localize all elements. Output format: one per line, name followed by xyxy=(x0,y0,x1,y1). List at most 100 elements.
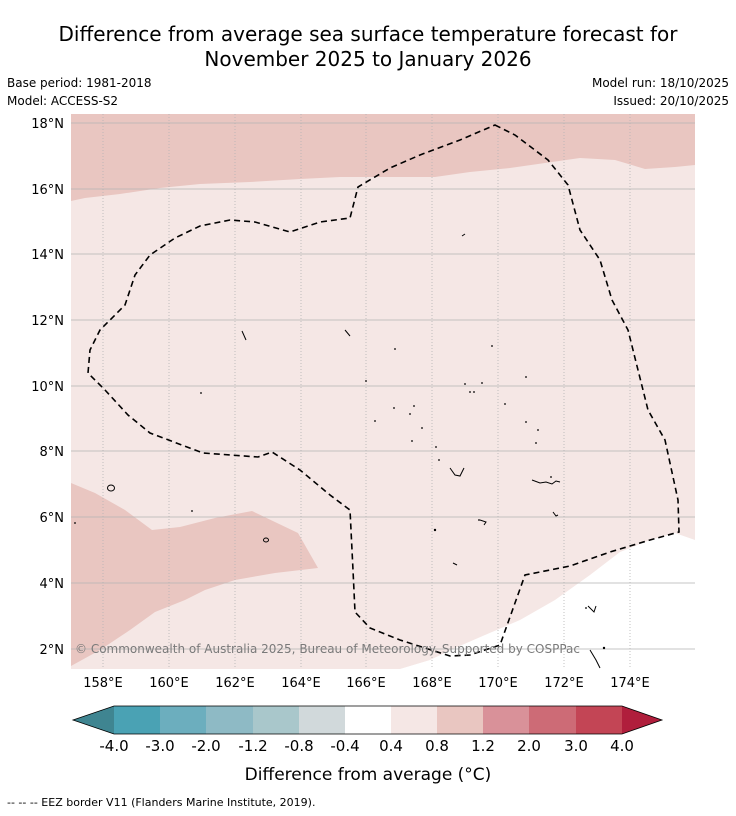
colorbar-tick-label: 2.0 xyxy=(517,737,541,755)
colorbar: -4.0 -3.0 -2.0 -1.2 -0.8 -0.4 0.4 0.8 1.… xyxy=(71,705,664,785)
colorbar-tick-label: -3.0 xyxy=(145,737,174,755)
title-line-1: Difference from average sea surface temp… xyxy=(58,22,678,46)
island-dot xyxy=(525,376,527,378)
island-dot xyxy=(374,420,376,422)
colorbar-arrow-high xyxy=(622,706,662,734)
graticule xyxy=(71,114,695,669)
colorbar-segment xyxy=(345,706,391,734)
lat-label: 8°N xyxy=(40,445,65,460)
anomaly-region-southwest xyxy=(71,483,318,666)
lat-label: 12°N xyxy=(31,314,64,329)
lon-label: 160°E xyxy=(149,676,189,691)
eez-legend-footnote: -- -- -- EEZ border V11 (Flanders Marine… xyxy=(7,796,316,809)
island-outline xyxy=(552,511,559,517)
island-dot xyxy=(394,348,396,350)
island-outline xyxy=(587,605,597,613)
island-dot xyxy=(537,429,539,431)
island-outline xyxy=(452,562,458,566)
lat-label: 4°N xyxy=(40,577,65,592)
latitude-axis: 18°N 16°N 14°N 12°N 10°N 8°N 6°N 4°N 2°N xyxy=(31,117,64,658)
island-dot xyxy=(504,403,506,405)
map-panel: © Commonwealth of Australia 2025, Bureau… xyxy=(71,114,695,669)
chart-title: Difference from average sea surface temp… xyxy=(0,22,736,72)
island-dot xyxy=(481,382,483,384)
lat-label: 6°N xyxy=(40,511,65,526)
island-dot xyxy=(74,522,76,524)
island-dot xyxy=(464,383,466,385)
colorbar-tick-label: -2.0 xyxy=(191,737,220,755)
base-period: Base period: 1981-2018 xyxy=(7,76,152,90)
colorbar-tick-label: 0.4 xyxy=(379,737,403,755)
island-outline xyxy=(241,330,247,341)
island-dot xyxy=(478,519,480,521)
island-outline xyxy=(589,649,601,669)
island-dot xyxy=(473,391,475,393)
colorbar-segment xyxy=(391,706,437,734)
island-dot xyxy=(409,413,411,415)
colorbar-segment xyxy=(529,706,576,734)
lon-label: 158°E xyxy=(83,676,123,691)
island-dot xyxy=(191,510,193,512)
colorbar-outline xyxy=(71,705,664,735)
colorbar-segment xyxy=(206,706,253,734)
lon-label: 172°E xyxy=(544,676,584,691)
island-dot xyxy=(200,392,202,394)
longitude-axis: 158°E 160°E 162°E 164°E 166°E 168°E 170°… xyxy=(83,676,650,691)
island-outline xyxy=(263,537,269,543)
island-dot xyxy=(413,405,415,407)
lat-label: 2°N xyxy=(40,643,65,658)
island-outline xyxy=(479,519,487,526)
island-dot xyxy=(550,476,552,478)
colorbar-segment xyxy=(437,706,483,734)
colorbar-segment xyxy=(576,706,622,734)
island-dot xyxy=(491,345,493,347)
colorbar-tick-label: 1.2 xyxy=(471,737,495,755)
island-dot xyxy=(438,459,440,461)
lat-label: 14°N xyxy=(31,248,64,263)
island-dot xyxy=(435,446,437,448)
lon-label: 174°E xyxy=(610,676,650,691)
colorbar-tick-label: -0.4 xyxy=(330,737,359,755)
colorbar-segment xyxy=(160,706,206,734)
lon-label: 168°E xyxy=(412,676,452,691)
island-outline xyxy=(531,479,561,485)
colorbar-segment xyxy=(114,706,160,734)
lat-label: 16°N xyxy=(31,183,64,198)
eez-border xyxy=(87,124,680,657)
colorbar-tick-label: -1.2 xyxy=(238,737,267,755)
colorbar-segment xyxy=(483,706,529,734)
title-line-2: November 2025 to January 2026 xyxy=(204,47,532,71)
colorbar-tick-label: -4.0 xyxy=(99,737,128,755)
lat-label: 18°N xyxy=(31,117,64,132)
model-run: Model run: 18/10/2025 xyxy=(591,76,729,90)
island-dot xyxy=(602,646,606,650)
island-dot xyxy=(393,407,395,409)
island-outline xyxy=(107,484,115,492)
colorbar-tick-label: 0.8 xyxy=(425,737,449,755)
island-dot xyxy=(365,380,367,382)
anomaly-region-north xyxy=(71,114,695,201)
island-dot xyxy=(421,427,423,429)
colorbar-segment xyxy=(253,706,299,734)
island-dot xyxy=(535,442,537,444)
colorbar-arrow-low xyxy=(73,706,114,734)
lon-label: 170°E xyxy=(478,676,518,691)
island-outline xyxy=(344,329,351,337)
colorbar-tick-label: 3.0 xyxy=(564,737,588,755)
copyright-notice: © Commonwealth of Australia 2025, Bureau… xyxy=(75,642,580,656)
colorbar-title: Difference from average (°C) xyxy=(245,765,492,785)
island-outline xyxy=(461,233,466,237)
metadata-right: Model run: 18/10/2025 Issued: 20/10/2025 xyxy=(592,74,729,110)
islands xyxy=(107,233,601,669)
lat-label: 10°N xyxy=(31,380,64,395)
island-dots xyxy=(74,345,606,650)
issued-date: Issued: 20/10/2025 xyxy=(613,94,729,108)
lon-label: 162°E xyxy=(215,676,255,691)
metadata-left: Base period: 1981-2018 Model: ACCESS-S2 xyxy=(7,74,152,110)
island-dot xyxy=(411,440,413,442)
colorbar-segment xyxy=(299,706,345,734)
lon-label: 166°E xyxy=(346,676,386,691)
island-dot xyxy=(469,391,471,393)
colorbar-tick-label: -0.8 xyxy=(284,737,313,755)
